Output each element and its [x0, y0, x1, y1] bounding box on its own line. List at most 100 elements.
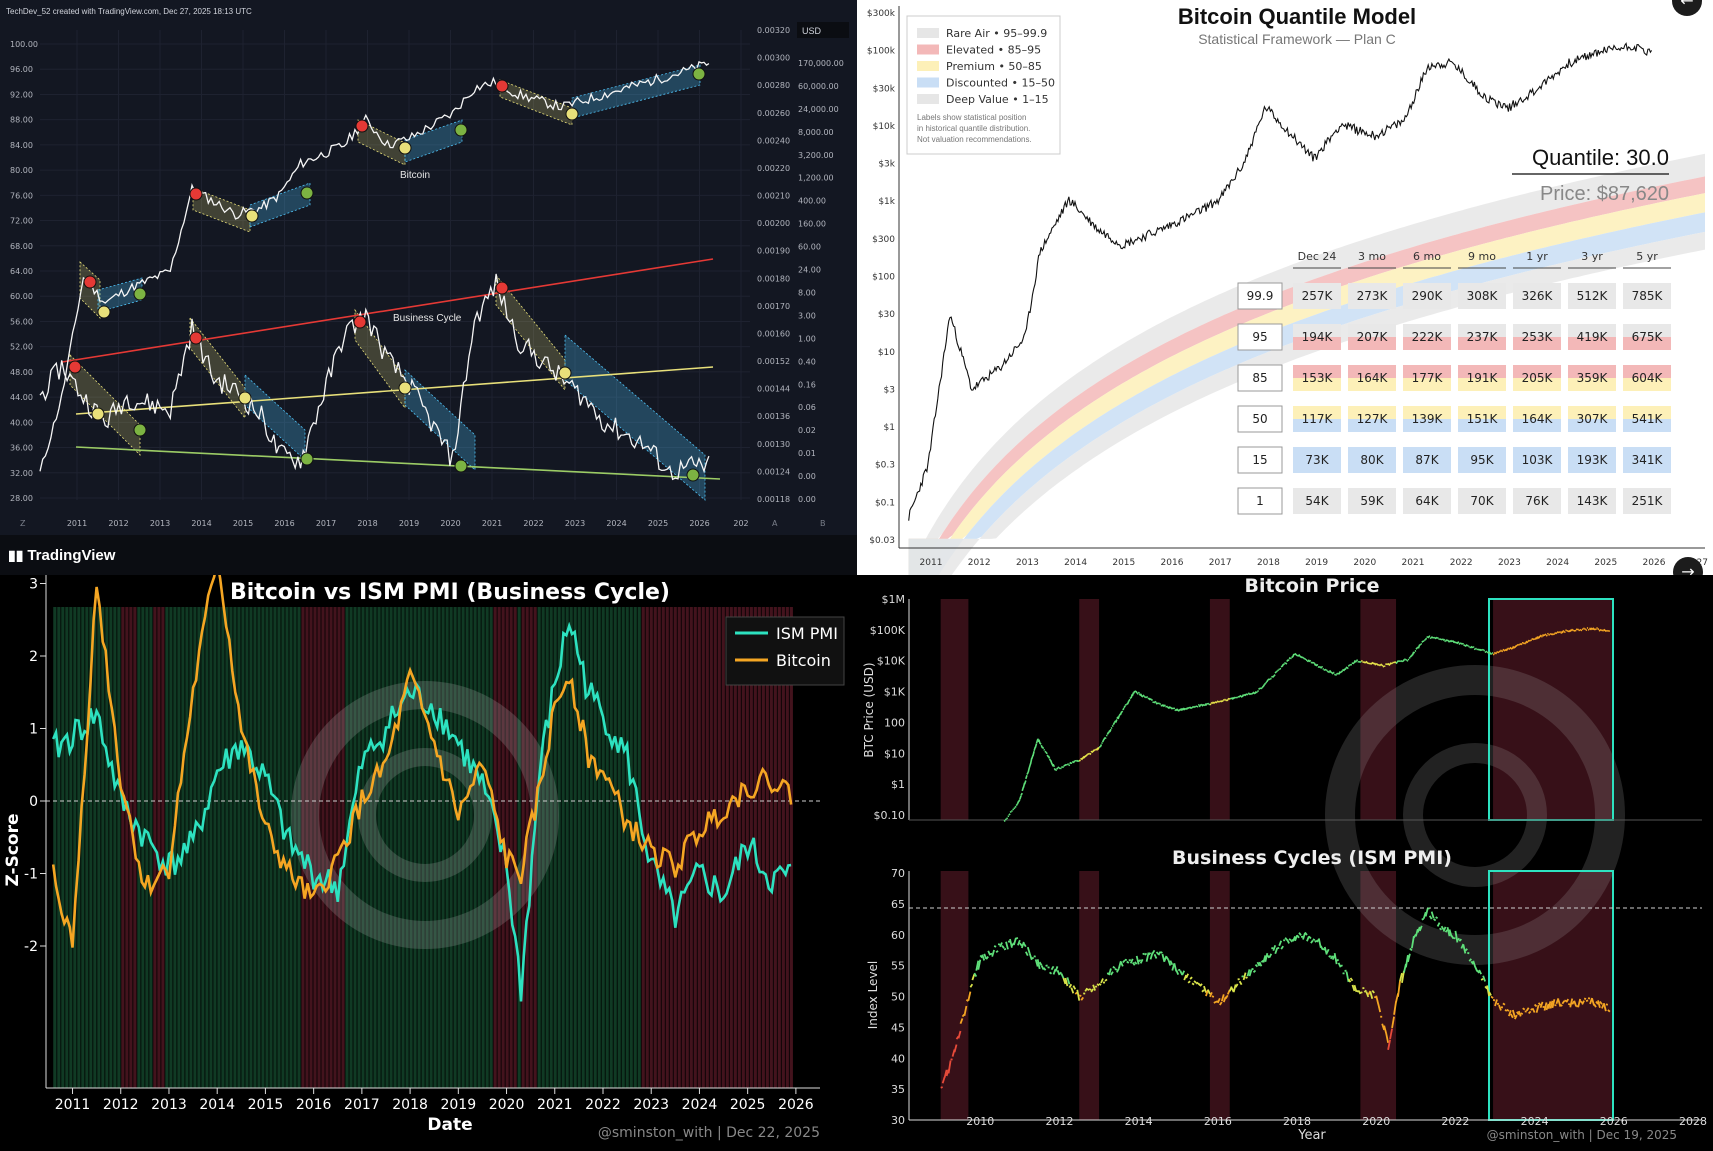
quantile-model-panel: $300k $100k $30k $10k $3k $1k $300 $100 $30 $10 $3…	[857, 0, 1713, 575]
x-tick: 2021	[1402, 558, 1425, 568]
x-tick: 2019	[440, 1097, 476, 1113]
legend-ism: ISM PMI	[776, 624, 838, 643]
mid-tick: 0.00300	[757, 54, 790, 63]
marker-22	[558, 366, 572, 380]
channel-9	[189, 316, 246, 420]
prev-arrow-icon[interactable]: ←	[1672, 0, 1702, 16]
mid-tick: 0.00280	[757, 81, 790, 90]
chart-title: Bitcoin vs ISM PMI (Business Cycle)	[230, 580, 670, 605]
green-trendline	[75, 446, 721, 480]
right-tick: 0.02	[798, 426, 816, 435]
quantile-table: Dec 24 3 mo 6 mo 9 mo 1 yr 3 yr 5 yr 99.9 257K 27…	[1237, 250, 1671, 515]
x-axis: 2011 2012 2013 2014 2015 2016 2017 2018 2019 2020…	[67, 519, 749, 528]
legend-swatch-4	[917, 94, 939, 104]
table-header-1: 3 mo	[1358, 250, 1386, 263]
svg-text:95K: 95K	[1470, 453, 1494, 467]
x-tick: 2022	[1441, 1115, 1469, 1128]
quantile-row-value: 50	[1252, 412, 1267, 426]
x-tick: 2026	[778, 1097, 814, 1113]
quantile-row-value: 15	[1252, 453, 1267, 467]
y-axis-bottom: 70 65 60 55 50 45 40 35 30	[891, 867, 905, 1127]
x-tick: 2026	[1600, 1115, 1628, 1128]
left-tick: 76.00	[10, 191, 33, 200]
channel-13	[495, 273, 566, 392]
svg-text:164K: 164K	[1357, 371, 1389, 385]
zscore-panel: 3 2 1 0 -1 -2 2011 2012 2013 2014 2015 2016 2017 201…	[0, 575, 857, 1151]
table-cell: 80K	[1348, 447, 1396, 473]
x-axis: 2010 2012 2014 2016 2018 2020 2022 2024 2026 2028	[966, 1115, 1707, 1128]
marker-12	[68, 360, 82, 374]
left-tick: 92.00	[10, 90, 33, 99]
marker-1	[97, 305, 111, 319]
table-cell: 604K	[1623, 365, 1671, 391]
table-cell: 143K	[1568, 488, 1616, 514]
watermark-text: @sminston_with | Dec 19, 2025	[1487, 1128, 1677, 1142]
table-cell: 359K	[1568, 365, 1616, 391]
x-tick: 2024	[682, 1097, 718, 1113]
svg-text:153K: 153K	[1302, 371, 1334, 385]
table-cell: 675K	[1623, 324, 1671, 350]
y-tick-bottom: 30	[891, 1114, 905, 1127]
marker-13	[91, 407, 105, 421]
table-cell: 253K	[1513, 324, 1561, 350]
x-tick: 2014	[191, 519, 211, 528]
channel-14	[564, 334, 706, 501]
x-tick: 2023	[565, 519, 585, 528]
recession-band-top-1	[1079, 599, 1100, 820]
legend-swatch-0	[917, 28, 939, 38]
svg-text:419K: 419K	[1577, 330, 1609, 344]
legend-note-3: Not valuation recommendations.	[917, 135, 1032, 144]
left-tick: 64.00	[10, 267, 33, 276]
marker-18	[353, 315, 367, 329]
table-cell: 76K	[1513, 488, 1561, 514]
recession-band-bottom-1	[1079, 871, 1100, 1120]
quantile-label: Quantile: 30.0	[1532, 145, 1669, 170]
x-axis-label: Year	[1297, 1128, 1326, 1143]
business-cycle-label: Business Cycle	[393, 313, 462, 324]
x-tick: 2024	[606, 519, 626, 528]
y-tick: 1	[29, 722, 38, 738]
legend-label-0: Rare Air • 95–99.9	[946, 27, 1047, 40]
table-cell: 419K	[1568, 324, 1616, 350]
quantile-model-chart: $300k $100k $30k $10k $3k $1k $300 $100 $30 $10 $3…	[867, 4, 1708, 575]
y-tick: -1	[24, 867, 38, 883]
table-cell: 164K	[1513, 406, 1561, 432]
tradingview-logo[interactable]: TradingView	[27, 547, 116, 564]
quantile-row-label	[1237, 364, 1283, 392]
svg-text:70K: 70K	[1470, 494, 1494, 508]
table-cell: 205K	[1513, 365, 1561, 391]
table-header-0: Dec 24	[1298, 250, 1337, 263]
left-tick: 52.00	[10, 343, 33, 352]
x-tick: 2019	[1305, 558, 1328, 568]
x-tick: 2020	[1353, 558, 1376, 568]
recession-band-bottom-2	[1209, 871, 1230, 1120]
price-label: Price: $87,620	[1540, 183, 1669, 205]
marker-0	[83, 275, 97, 289]
marker-9	[495, 79, 509, 93]
right-tick: 3.00	[798, 311, 816, 320]
x-tick: 2016	[296, 1097, 332, 1113]
left-tick: 84.00	[10, 141, 33, 150]
left-tick: 40.00	[10, 418, 33, 427]
tradingview-logo-icon: ▮▮	[8, 547, 28, 563]
legend-swatch-1	[917, 44, 939, 55]
y-tick-top: $100K	[870, 624, 906, 637]
svg-text:307K: 307K	[1577, 412, 1609, 426]
svg-text:253K: 253K	[1522, 330, 1554, 344]
corner-a: A	[772, 519, 778, 528]
marker-4	[245, 209, 259, 223]
x-tick: 2010	[966, 1115, 994, 1128]
currency-box[interactable]	[797, 22, 849, 38]
right-tick: 170,000.00	[798, 59, 844, 68]
table-cell: 151K	[1458, 406, 1506, 432]
mid-tick: 0.00260	[757, 109, 790, 118]
next-arrow-icon[interactable]: →	[1673, 557, 1703, 575]
svg-text:541K: 541K	[1632, 412, 1664, 426]
x-tick: 2022	[585, 1097, 621, 1113]
legend: ISM PMI Bitcoin	[725, 616, 845, 686]
y-tick-top: $10K	[877, 655, 906, 668]
x-tick: 2013	[150, 519, 170, 528]
business-cycle-line	[39, 273, 710, 481]
y-tick-top: $1M	[882, 593, 906, 606]
